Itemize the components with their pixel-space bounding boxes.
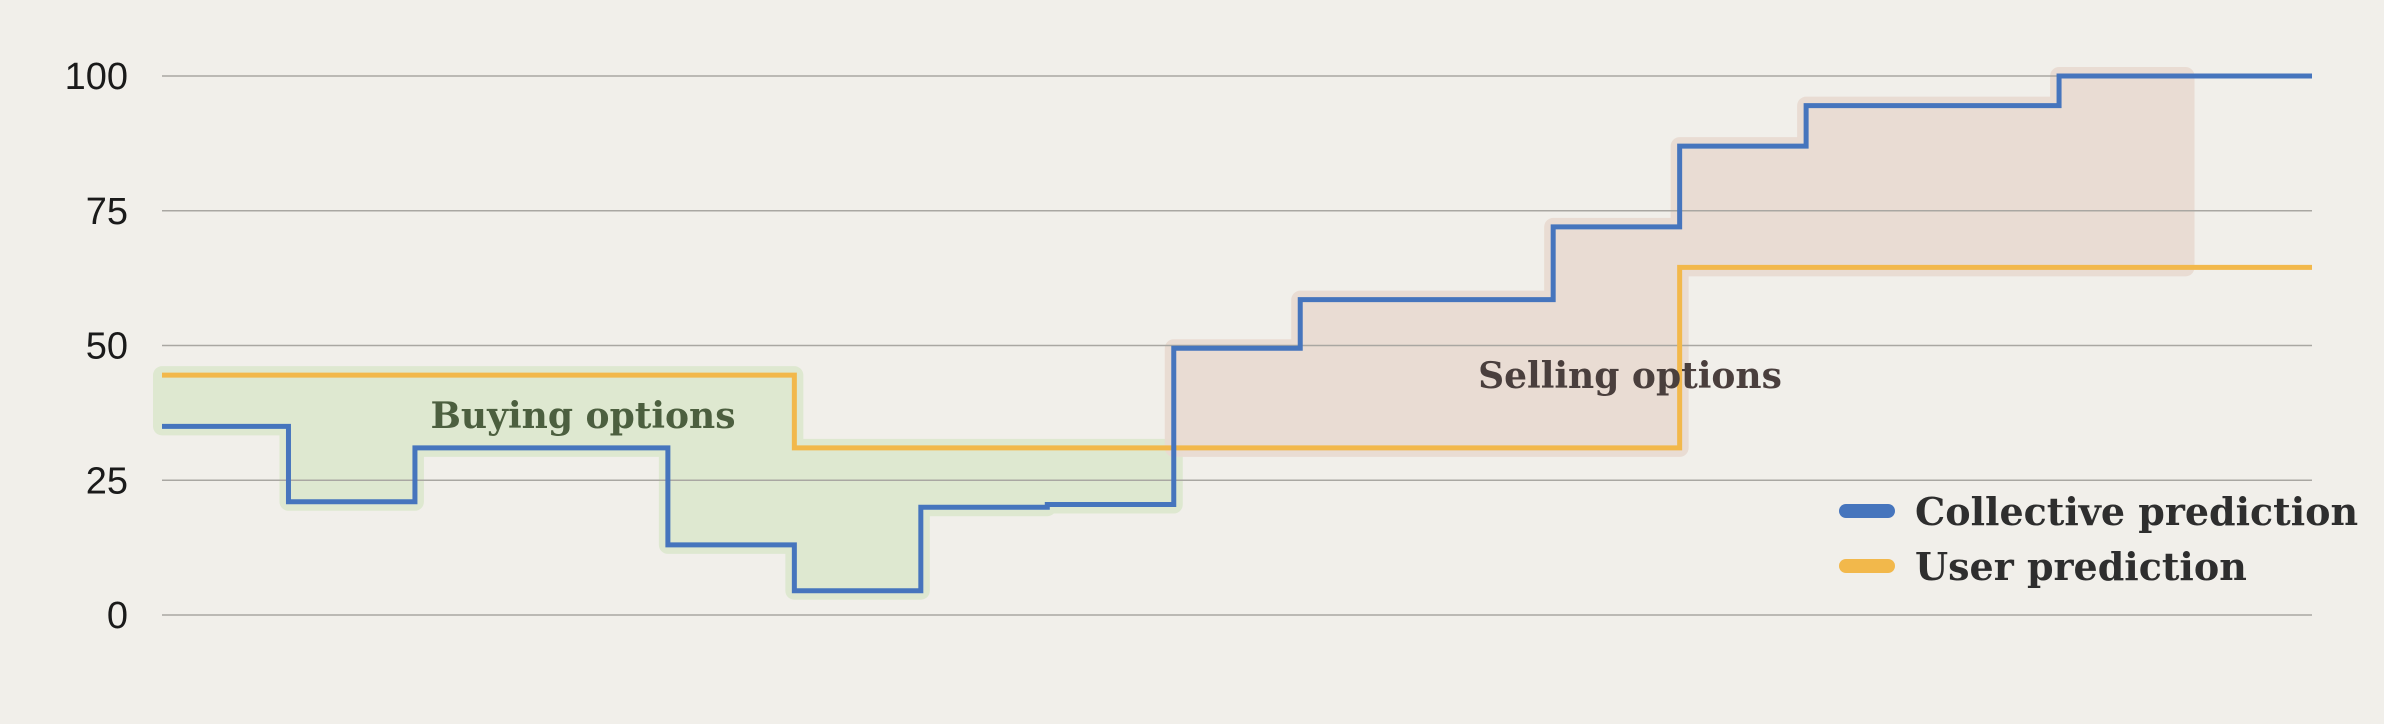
legend-label-collective: Collective prediction xyxy=(1915,489,2358,534)
series-line-1 xyxy=(162,264,2312,451)
y-tick-label-0: 0 xyxy=(107,595,128,637)
region-label-buying: Buying options xyxy=(430,395,735,437)
legend-item-collective[interactable]: Collective prediction xyxy=(1839,489,2358,534)
y-tick-label-100: 100 xyxy=(65,56,128,98)
series-line-0 xyxy=(162,73,2312,594)
region-label-selling: Selling options xyxy=(1478,355,1782,397)
region-labels: Buying options Selling options xyxy=(430,355,1781,437)
legend-label-user: User prediction xyxy=(1915,544,2247,589)
y-tick-label-75: 75 xyxy=(86,191,128,233)
y-axis-ticks: 0 25 50 75 100 xyxy=(65,56,128,637)
y-tick-label-50: 50 xyxy=(86,326,128,368)
series-lines xyxy=(162,73,2312,594)
legend-item-user[interactable]: User prediction xyxy=(1839,544,2247,589)
gridlines xyxy=(162,75,2312,616)
y-tick-label-25: 25 xyxy=(86,460,128,502)
legend: Collective prediction User prediction xyxy=(1839,489,2358,589)
